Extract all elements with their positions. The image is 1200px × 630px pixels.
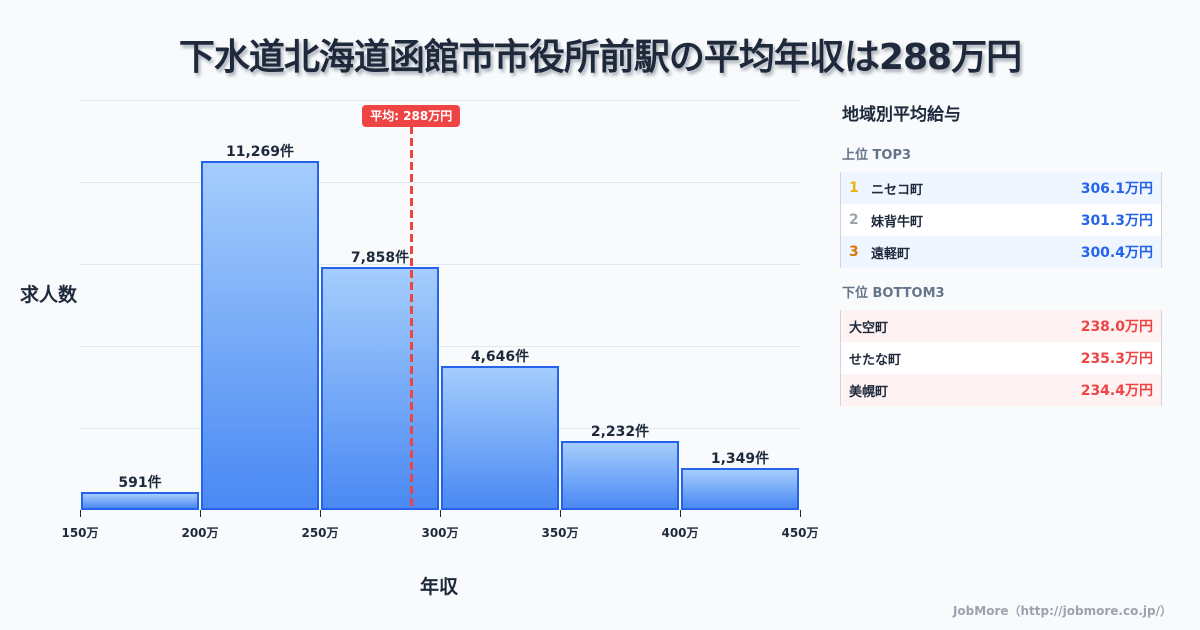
panel-title: 地域別平均給与: [842, 105, 961, 125]
town-name: せたな町: [849, 352, 902, 368]
histogram-bar: [201, 161, 319, 510]
salary-value: 238.0万円: [1080, 319, 1153, 335]
histogram-chart: 求人数 年収 591件 11,269件 7,858件 4,646件 2,232件 1,34…: [20, 100, 819, 598]
histogram-bar: [321, 266, 439, 510]
town-name: 大空町: [849, 320, 889, 336]
gridline: [80, 264, 800, 265]
town-name: 美幌町: [849, 384, 889, 400]
list-item: 3 遠軽町 300.4万円: [841, 236, 1161, 268]
x-tick-label: 300万: [421, 526, 459, 540]
histogram-bar: [561, 440, 679, 510]
top3-heading: 上位 TOP3: [842, 148, 912, 163]
bar-value-label: 4,646件: [470, 349, 530, 366]
footer-credit: JobMore（http://jobmore.co.jp/）: [952, 604, 1172, 618]
salary-value: 300.4万円: [1080, 245, 1153, 261]
x-tick: [200, 510, 201, 517]
x-tick-label: 250万: [301, 526, 339, 540]
list-item: せたな町 235.3万円: [841, 342, 1161, 374]
page-title: 下水道北海道函館市市役所前駅の平均年収は288万円: [178, 37, 1022, 78]
bar-value-label: 591件: [118, 474, 162, 491]
x-tick: [80, 510, 81, 517]
x-tick-label: 200万: [181, 526, 219, 540]
list-item: 1 ニセコ町 306.1万円: [841, 172, 1161, 204]
x-tick: [800, 510, 801, 517]
bottom3-table: 大空町 238.0万円 せたな町 235.3万円 美幌町 234.4万円: [840, 310, 1162, 406]
gridline: [80, 346, 800, 347]
salary-value: 234.4万円: [1080, 383, 1153, 399]
x-tick: [680, 510, 681, 517]
bottom3-heading: 下位 BOTTOM3: [842, 286, 945, 301]
rank-number: 3: [849, 244, 859, 260]
top3-table: 1 ニセコ町 306.1万円 2 妹背牛町 301.3万円 3 遠軽町 300.…: [840, 172, 1162, 268]
histogram-bar: [81, 491, 199, 510]
x-tick-label: 400万: [661, 526, 699, 540]
rank-number: 1: [849, 180, 859, 196]
bar-value-label: 11,269件: [225, 144, 295, 161]
bar-value-label: 7,858件: [350, 249, 410, 266]
histogram-bar: [681, 468, 799, 510]
gridline: [80, 428, 800, 429]
list-item: 美幌町 234.4万円: [841, 374, 1161, 406]
regional-salary-panel: 地域別平均給与 上位 TOP3 1 ニセコ町 306.1万円 2 妹背牛町 30…: [840, 100, 1162, 406]
town-name: 遠軽町: [871, 246, 911, 262]
rank-number: 2: [849, 212, 859, 228]
bar-value-label: 1,349件: [710, 451, 770, 468]
list-item: 2 妹背牛町 301.3万円: [841, 204, 1161, 236]
x-tick-label: 450万: [781, 526, 819, 540]
average-badge: 平均: 288万円: [362, 105, 461, 127]
x-tick: [560, 510, 561, 517]
salary-value: 235.3万円: [1080, 351, 1153, 367]
y-axis-label: 求人数: [20, 284, 78, 306]
x-tick: [440, 510, 441, 517]
town-name: 妹背牛町: [871, 214, 924, 230]
histogram-bar: [441, 366, 559, 510]
x-tick-label: 350万: [541, 526, 579, 540]
gridline: [80, 182, 800, 183]
x-tick-label: 150万: [61, 526, 99, 540]
list-item: 大空町 238.0万円: [841, 310, 1161, 342]
bar-value-label: 2,232件: [590, 423, 650, 440]
x-axis-label: 年収: [420, 576, 459, 598]
average-line: [409, 126, 413, 510]
town-name: ニセコ町: [871, 182, 924, 198]
salary-value: 306.1万円: [1080, 181, 1153, 197]
gridline: [80, 100, 800, 101]
x-tick: [320, 510, 321, 517]
salary-value: 301.3万円: [1080, 213, 1153, 229]
